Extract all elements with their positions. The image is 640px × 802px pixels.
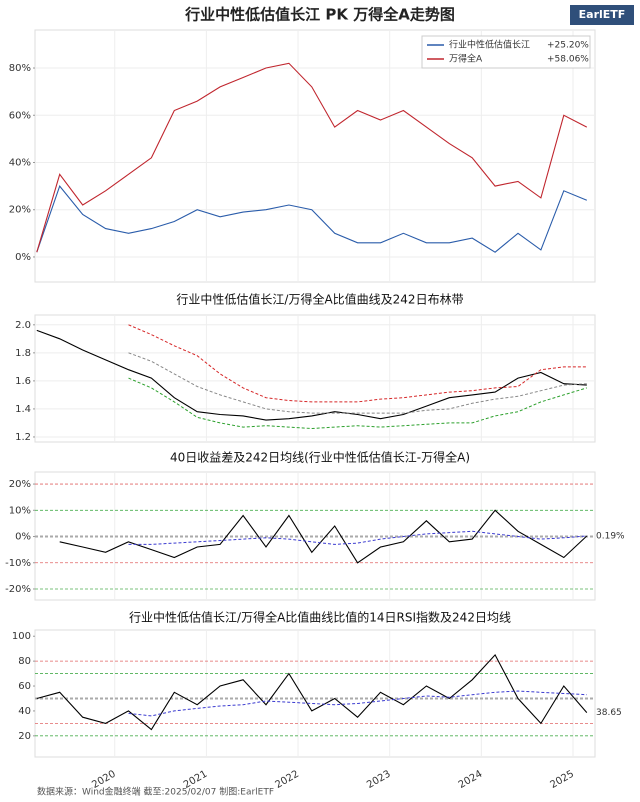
y-tick-label: 20 — [18, 731, 31, 742]
y-tick-label: 80 — [18, 656, 31, 667]
y-tick-label: 60 — [18, 681, 31, 692]
series-line — [36, 329, 587, 421]
series-line — [128, 690, 587, 717]
annotation: 0.19% — [596, 532, 625, 542]
series-line — [36, 184, 588, 253]
series-line — [128, 352, 587, 414]
series-line — [128, 530, 587, 545]
panel-title: 行业中性低估值长江/万得全A比值曲线及242日布林带 — [176, 292, 463, 307]
logo-box — [570, 5, 634, 25]
y-tick-label: 1.6 — [15, 376, 31, 387]
series-line — [36, 653, 588, 731]
series-line — [36, 62, 588, 253]
y-tick-label: 80% — [9, 63, 31, 74]
y-tick-label: 2.0 — [15, 320, 31, 331]
x-tick-label: 2025 — [548, 769, 576, 791]
y-tick-label: 40% — [9, 157, 31, 168]
y-tick-label: 1.4 — [15, 404, 31, 415]
y-tick-label: -20% — [5, 584, 31, 595]
x-tick-label: 2022 — [274, 769, 302, 791]
y-tick-label: 60% — [9, 110, 31, 121]
plot-frame — [34, 629, 596, 758]
series-line — [59, 509, 588, 564]
plot-frame — [34, 29, 596, 283]
legend-label: 万得全A — [449, 53, 483, 65]
y-tick-label: 20% — [9, 479, 31, 490]
x-tick-label: 2024 — [457, 769, 485, 791]
y-tick-label: 1.2 — [15, 432, 31, 443]
y-tick-label: 20% — [9, 205, 31, 216]
logo: EarlETF — [579, 8, 626, 21]
legend-change: +25.20% — [547, 41, 589, 51]
y-tick-label: 1.8 — [15, 348, 31, 359]
y-tick-label: 100 — [12, 631, 31, 642]
footer: 数据来源：Wind金融终端 截至:2025/02/07 制图:EarlETF — [37, 786, 274, 798]
series-line — [128, 324, 587, 403]
legend-box — [421, 35, 591, 69]
series-line — [128, 377, 587, 430]
chart-title: 行业中性低估值长江 PK 万得全A走势图 — [184, 6, 455, 24]
legend-label: 行业中性低估值长江 — [449, 39, 530, 51]
annotation: 38.65 — [596, 708, 622, 718]
y-tick-label: 40 — [18, 706, 31, 717]
y-tick-label: 0% — [15, 252, 31, 263]
panel-title: 40日收益差及242日均线(行业中性低估值长江-万得全A) — [170, 450, 470, 465]
plot-frame — [34, 314, 596, 443]
y-tick-label: 10% — [9, 505, 31, 516]
legend-change: +58.06% — [547, 55, 589, 65]
panel-title: 行业中性低估值长江/万得全A比值曲线比值的14日RSI指数及242日均线 — [129, 610, 511, 625]
y-tick-label: 0% — [15, 532, 31, 543]
x-tick-label: 2023 — [365, 769, 393, 791]
y-tick-label: -10% — [5, 558, 31, 569]
